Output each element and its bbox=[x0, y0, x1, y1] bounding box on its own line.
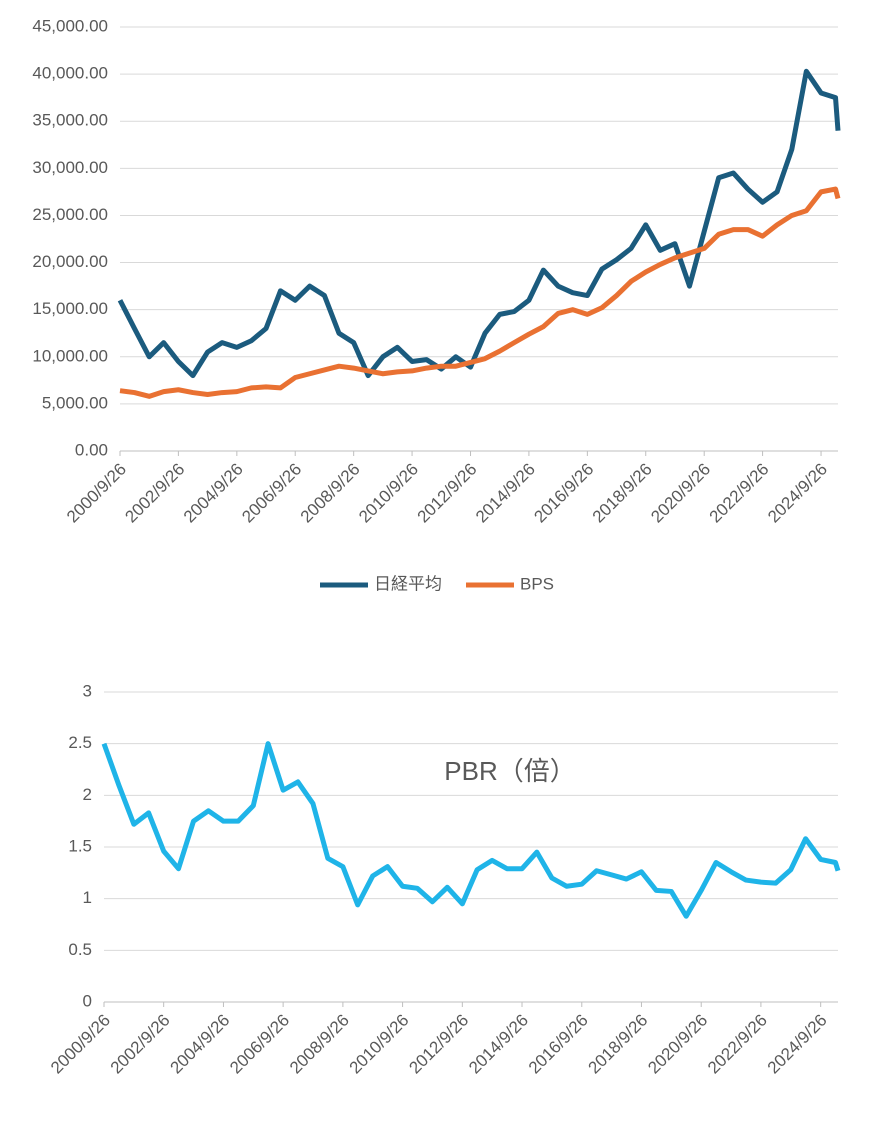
y-tick-label: 1 bbox=[83, 888, 92, 907]
y-tick-label: 30,000.00 bbox=[32, 158, 108, 177]
y-tick-label: 0.00 bbox=[75, 440, 108, 459]
x-tick-label: 2000/9/26 bbox=[63, 460, 130, 527]
x-tick-label: 2016/9/26 bbox=[530, 460, 597, 527]
x-tick-label: 2008/9/26 bbox=[297, 460, 364, 527]
x-tick-label: 2020/9/26 bbox=[644, 1011, 711, 1078]
x-tick-label: 2018/9/26 bbox=[585, 1011, 652, 1078]
y-tick-label: 40,000.00 bbox=[32, 64, 108, 83]
x-tick-label: 2014/9/26 bbox=[472, 460, 539, 527]
x-tick-label: 2016/9/26 bbox=[525, 1011, 592, 1078]
x-tick-label: 2022/9/26 bbox=[706, 460, 773, 527]
y-tick-label: 20,000.00 bbox=[32, 252, 108, 271]
x-tick-label: 2012/9/26 bbox=[405, 1011, 472, 1078]
x-tick-label: 2010/9/26 bbox=[355, 460, 422, 527]
x-tick-label: 2002/9/26 bbox=[107, 1011, 174, 1078]
x-tick-label: 2006/9/26 bbox=[238, 460, 305, 527]
x-tick-label: 2012/9/26 bbox=[414, 460, 481, 527]
y-tick-label: 5,000.00 bbox=[42, 393, 108, 412]
x-tick-label: 2020/9/26 bbox=[647, 460, 714, 527]
x-tick-label: 2002/9/26 bbox=[121, 460, 188, 527]
y-tick-label: 0 bbox=[83, 991, 92, 1010]
x-tick-label: 2024/9/26 bbox=[764, 460, 831, 527]
line-series bbox=[101, 741, 841, 919]
x-tick-label: 2014/9/26 bbox=[465, 1011, 532, 1078]
y-tick-label: 3 bbox=[83, 681, 92, 700]
y-tick-label: 1.5 bbox=[68, 836, 92, 855]
legend-label: BPS bbox=[520, 574, 554, 593]
x-tick-label: 2000/9/26 bbox=[47, 1011, 114, 1078]
y-tick-label: 2 bbox=[83, 785, 92, 804]
line-series bbox=[119, 186, 841, 399]
y-tick-label: 15,000.00 bbox=[32, 299, 108, 318]
legend-label: 日経平均 bbox=[374, 574, 442, 593]
x-tick-label: 2010/9/26 bbox=[346, 1011, 413, 1078]
y-tick-label: 0.5 bbox=[68, 940, 92, 959]
y-tick-label: 10,000.00 bbox=[32, 346, 108, 365]
line-series bbox=[117, 68, 841, 379]
annotation: PBR（倍） bbox=[444, 756, 575, 786]
x-tick-label: 2004/9/26 bbox=[180, 460, 247, 527]
y-tick-label: 35,000.00 bbox=[32, 111, 108, 130]
x-tick-label: 2024/9/26 bbox=[764, 1011, 831, 1078]
x-tick-label: 2004/9/26 bbox=[167, 1011, 234, 1078]
x-tick-label: 2006/9/26 bbox=[226, 1011, 293, 1078]
y-tick-label: 25,000.00 bbox=[32, 205, 108, 224]
x-tick-label: 2008/9/26 bbox=[286, 1011, 353, 1078]
y-tick-label: 2.5 bbox=[68, 733, 92, 752]
x-tick-label: 2022/9/26 bbox=[704, 1011, 771, 1078]
y-tick-label: 45,000.00 bbox=[32, 16, 108, 35]
x-tick-label: 2018/9/26 bbox=[589, 460, 656, 527]
